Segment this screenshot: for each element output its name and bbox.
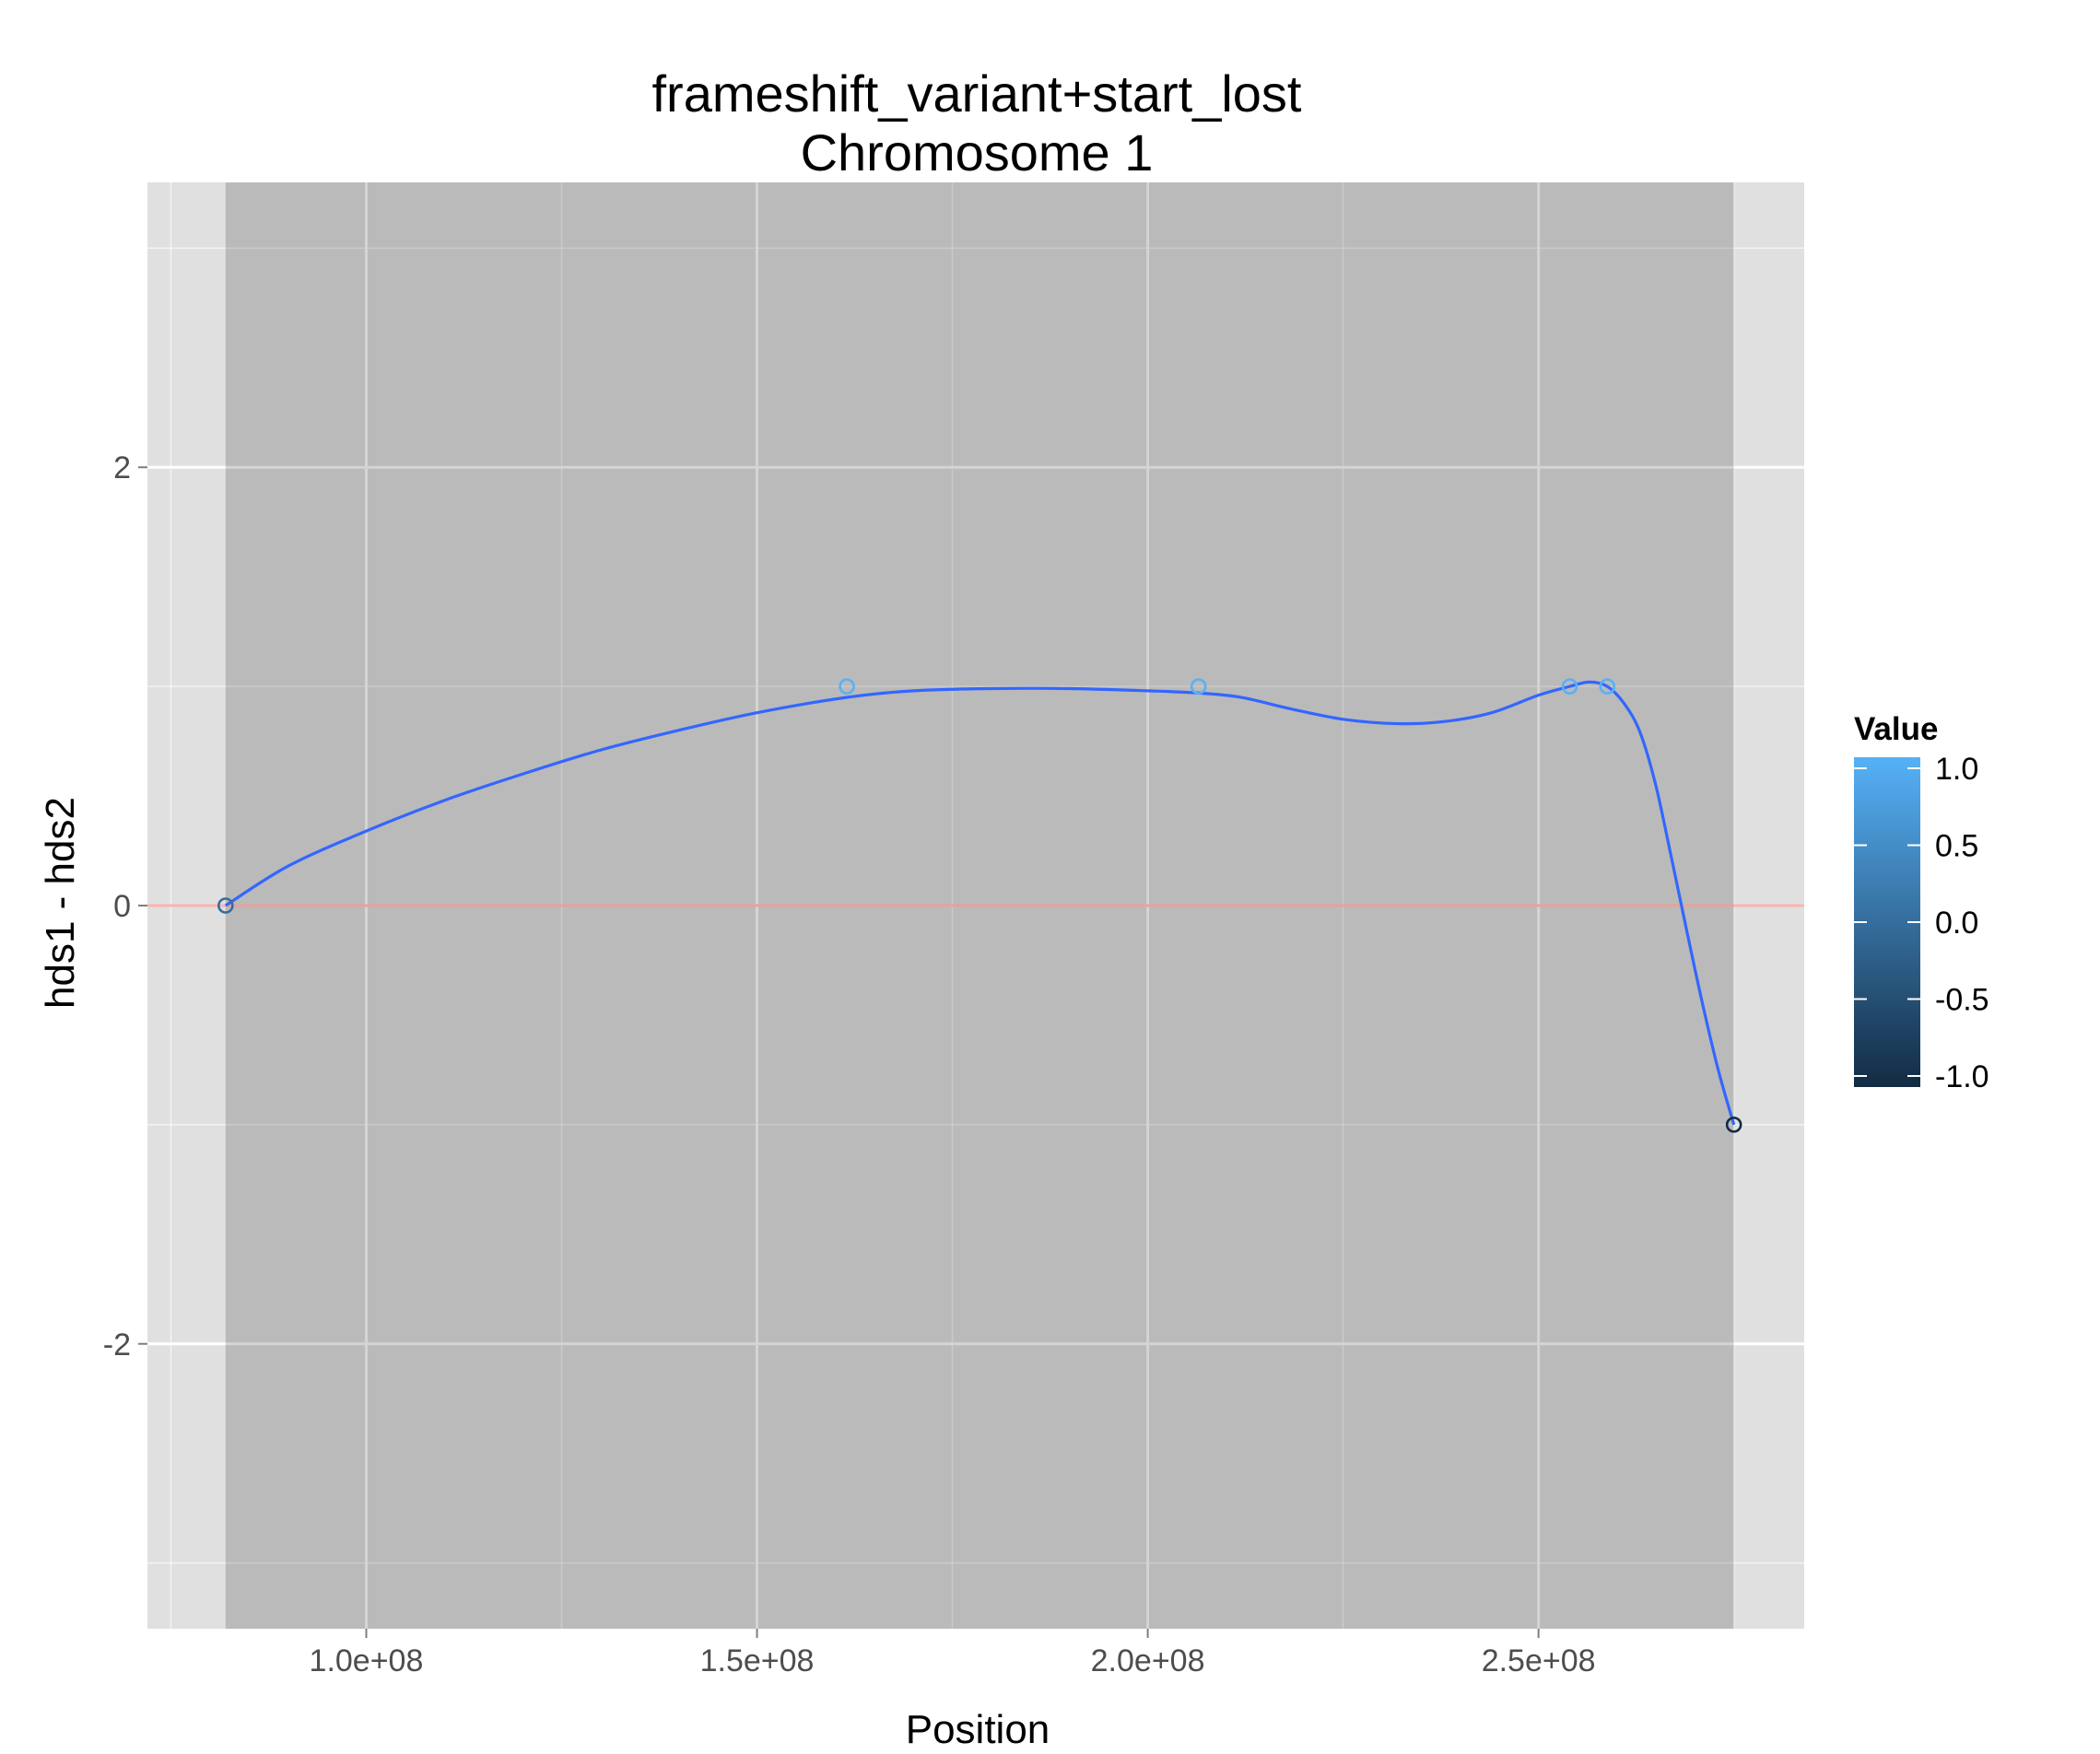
y-axis-title: hds1 - hds2 bbox=[38, 797, 83, 1009]
data-point bbox=[1561, 678, 1578, 695]
data-point bbox=[1190, 678, 1207, 695]
color-legend: Value 1.0 0.5 0.0 -0.5 -1.0 bbox=[1854, 711, 1989, 1094]
data-point bbox=[1725, 1117, 1742, 1133]
chart-subtitle: Chromosome 1 bbox=[800, 123, 1154, 181]
smooth-line bbox=[224, 680, 1736, 1126]
data-point bbox=[839, 678, 855, 695]
axes: 1.0e+08 1.5e+08 2.0e+08 2.5e+08 -2 0 2 bbox=[103, 450, 1596, 1678]
legend-label: 1.0 bbox=[1935, 752, 1978, 787]
legend-label: -0.5 bbox=[1935, 983, 1989, 1018]
x-tick-label: 2.0e+08 bbox=[1091, 1643, 1205, 1678]
legend-label: 0.0 bbox=[1935, 906, 1978, 941]
data-marks bbox=[147, 182, 1804, 1629]
x-tick-label: 1.0e+08 bbox=[310, 1643, 424, 1678]
data-point bbox=[217, 897, 234, 914]
chart-title: frameshift_variant+start_lost bbox=[651, 64, 1302, 123]
y-tick-label: 0 bbox=[113, 889, 131, 924]
x-axis-title: Position bbox=[906, 1707, 1050, 1752]
y-tick-label: 2 bbox=[113, 450, 131, 485]
x-tick-label: 2.5e+08 bbox=[1482, 1643, 1596, 1678]
legend-label: -1.0 bbox=[1935, 1059, 1989, 1094]
legend-label: 0.5 bbox=[1935, 829, 1978, 864]
y-tick-label: -2 bbox=[103, 1327, 131, 1362]
legend-title: Value bbox=[1854, 711, 1938, 747]
x-tick-label: 1.5e+08 bbox=[700, 1643, 815, 1678]
data-point bbox=[1599, 678, 1616, 695]
